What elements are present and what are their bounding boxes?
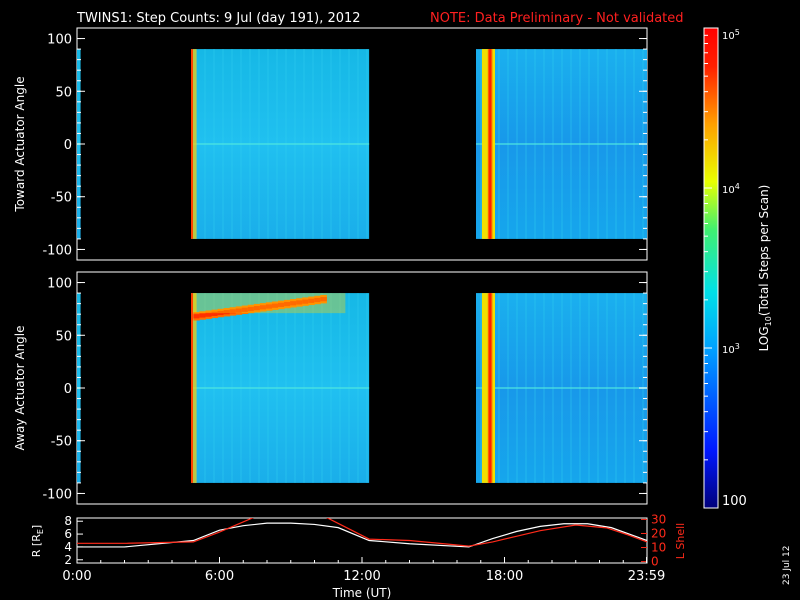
enhancement-cell (199, 313, 206, 318)
lshell-tick-label: 20 (651, 526, 666, 540)
time-tick-label: 18:00 (486, 569, 523, 584)
y-tick-label: -100 (42, 487, 72, 502)
lshell-y-label: L Shell (674, 523, 687, 559)
bright-stripe (193, 293, 197, 483)
enhancement-cell (223, 310, 231, 315)
time-tick-label: 23:59 (628, 569, 665, 584)
zero-angle-band (476, 387, 647, 389)
enhancement-cell (284, 301, 291, 307)
away-y-label: Away Actuator Angle (13, 325, 27, 450)
enhancement-cell (314, 297, 321, 303)
bright-stripe (489, 293, 492, 483)
colorbar-tick-base: 10 (722, 345, 735, 356)
radius-line (77, 522, 647, 548)
colorbar-tick-exp: 3 (735, 342, 740, 351)
zero-angle-band (191, 143, 370, 145)
enhancement-cell (205, 312, 213, 317)
away-data-blocks (77, 293, 647, 483)
y-tick-label: 0 (64, 138, 72, 153)
toward-y-axis: 100 50 0 -50 -100 (42, 33, 647, 258)
colorbar-bottom-label: 100 (722, 494, 747, 509)
orbit-plot-frame (76, 517, 648, 564)
side-date-stamp: 23 Jul 12 (782, 546, 792, 586)
y-tick-label: -50 (51, 435, 72, 450)
away-angle-heatmap: 100 50 0 -50 -100 Away Actuator Angle (13, 271, 648, 505)
enhancement-cell (302, 299, 309, 304)
enhancement-cell (296, 300, 303, 305)
y-tick-label: 50 (55, 329, 72, 344)
toward-angle-heatmap: 100 50 0 -50 -100 Toward Actuator Angle (13, 27, 648, 261)
radius-y-label-main: R [R (30, 534, 43, 557)
y-tick-label: 50 (55, 85, 72, 100)
enhancement-cell (290, 301, 297, 306)
colorbar-gradient (703, 27, 719, 509)
radius-y-label-tail: ] (30, 525, 43, 529)
enhancement-cell (247, 306, 255, 312)
lshell-tick-label: 0 (651, 555, 659, 569)
enhancement-cell (271, 303, 279, 308)
zero-angle-band (191, 387, 370, 389)
y-tick-label: 0 (64, 382, 72, 397)
enhancement-cell (241, 307, 249, 312)
lshell-tick-label: 10 (651, 541, 666, 555)
enhancement-cell (229, 309, 237, 314)
time-tick-label: 6:00 (205, 569, 234, 584)
y-tick-label: -50 (51, 191, 72, 206)
lshell-tick-label: 30 (651, 512, 666, 526)
colorbar-tick-exp: 5 (735, 28, 740, 37)
enhancement-cell (320, 297, 327, 302)
zero-angle-band (476, 143, 647, 145)
colorbar-label-units: (Total Steps per Scan) (757, 185, 771, 317)
y-tick-label: 100 (47, 33, 72, 48)
enhancement-cell (308, 298, 315, 303)
enhancement-halo (193, 293, 346, 314)
colorbar-tick-label: 105 (722, 28, 740, 42)
toward-y-label: Toward Actuator Angle (13, 76, 27, 212)
orbit-series (77, 518, 647, 548)
colorbar-tick-base: 10 (722, 31, 735, 42)
enhancement-cell (278, 302, 285, 307)
lshell-line (77, 518, 647, 547)
bright-stripe (193, 49, 197, 239)
colorbar-label-log: LOG (757, 326, 771, 351)
y-tick-label: -100 (42, 243, 72, 258)
time-tick-label: 12:00 (343, 569, 380, 584)
enhancement-cell (217, 310, 225, 316)
bright-stripe (191, 293, 193, 483)
bright-stripe (489, 49, 492, 239)
colorbar-label: LOG10(Total Steps per Scan) (757, 185, 773, 352)
enhancement-cell (259, 305, 267, 310)
colorbar-tick-label: 103 (722, 342, 740, 356)
radius-y-label: R [RE] (30, 525, 45, 557)
enhancement-cell (193, 314, 200, 319)
chart-title: TWINS1: Step Counts: 9 Jul (day 191), 20… (76, 11, 361, 26)
radius-tick-label: 8 (64, 514, 72, 528)
radius-y-label-sub: E (36, 529, 45, 534)
y-tick-label: 100 (47, 277, 72, 292)
colorbar-tick-exp: 4 (735, 182, 740, 191)
colorbar-label-sub: 10 (764, 316, 773, 326)
enhancement-cell (211, 311, 219, 316)
radius-tick-label: 6 (64, 527, 72, 541)
enhancement-cell (253, 306, 261, 311)
radius-tick-label: 2 (64, 553, 72, 567)
colorbar-tick-base: 10 (722, 185, 735, 196)
enhancement-cell (265, 304, 273, 309)
time-x-axis: 0:00 6:00 12:00 18:00 23:59 (62, 557, 665, 584)
away-y-axis: 100 50 0 -50 -100 (42, 277, 647, 502)
time-x-label: Time (UT) (332, 586, 392, 600)
preliminary-note: NOTE: Data Preliminary - Not validated (430, 11, 684, 26)
enhancement-cell (235, 308, 243, 313)
toward-data-blocks (77, 49, 647, 239)
radius-tick-label: 4 (64, 540, 72, 554)
time-tick-label: 0:00 (62, 569, 91, 584)
colorbar-tick-label: 104 (722, 182, 740, 196)
bright-stripe (191, 49, 193, 239)
